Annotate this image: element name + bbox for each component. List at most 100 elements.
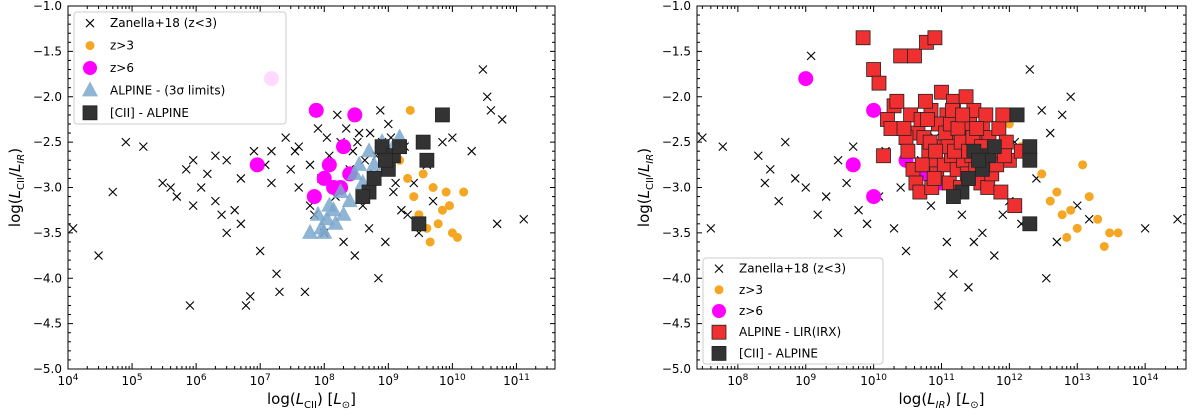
data-point xyxy=(955,107,971,123)
legend-marker xyxy=(714,264,724,273)
data-point xyxy=(998,210,1008,220)
marker-stroke xyxy=(267,178,276,188)
legend-box xyxy=(73,11,287,125)
data-point xyxy=(1084,214,1094,224)
marker-stroke xyxy=(964,282,973,292)
legend-label: [CII] - ALPINE xyxy=(110,106,189,120)
x-tick-label: 1012 xyxy=(996,373,1023,388)
legend-label: Zanella+18 (z<3) xyxy=(110,16,217,30)
data-point xyxy=(928,143,944,159)
data-point xyxy=(332,110,342,120)
data-point xyxy=(294,183,304,192)
marker-stroke xyxy=(380,237,390,247)
data-point xyxy=(871,75,887,91)
marker-stroke xyxy=(926,201,936,211)
data-point xyxy=(1066,92,1076,102)
data-point xyxy=(341,192,358,208)
marker-stroke xyxy=(1066,92,1076,102)
legend-marker xyxy=(82,105,98,121)
data-point xyxy=(866,62,882,77)
legend-label: z>3 xyxy=(739,283,763,297)
data-point xyxy=(373,273,383,283)
marker-stroke xyxy=(68,223,78,233)
y-tick-label: −1.5 xyxy=(33,44,62,58)
x-tick-label: 108 xyxy=(727,373,748,388)
x-tick-label: 109 xyxy=(795,373,816,388)
marker-stroke xyxy=(821,192,831,201)
data-point xyxy=(883,121,899,136)
marker-stroke xyxy=(780,137,790,147)
data-point xyxy=(377,152,393,168)
legend-marker xyxy=(712,304,726,318)
data-point xyxy=(1009,107,1025,123)
data-point xyxy=(211,151,220,161)
data-point xyxy=(855,30,871,46)
data-point xyxy=(255,246,265,256)
marker-stroke xyxy=(211,196,220,206)
right-panel: −1.0 −1.5 −2.0 −2.5 −3.0 −3.5 −4.0 −4.5 −5.0 108 1… xyxy=(635,0,1187,411)
data-point xyxy=(1007,198,1023,214)
marker-stroke xyxy=(718,142,728,152)
data-point xyxy=(813,210,823,220)
marker-stroke xyxy=(1084,214,1094,224)
data-point xyxy=(241,301,251,310)
marker-stroke xyxy=(294,183,304,192)
data-point xyxy=(821,192,831,201)
data-point xyxy=(121,137,131,147)
data-point xyxy=(275,287,284,297)
data-point xyxy=(419,152,435,168)
data-point xyxy=(437,205,447,215)
marker-stroke xyxy=(396,205,406,215)
data-point xyxy=(862,219,872,229)
data-point xyxy=(327,214,344,230)
data-point xyxy=(286,164,296,174)
marker-stroke xyxy=(236,219,246,229)
y-tick-label: −5.0 xyxy=(662,362,691,376)
marker-stroke xyxy=(230,205,240,215)
data-point xyxy=(306,189,322,205)
data-point xyxy=(313,124,323,133)
marker-stroke xyxy=(806,51,816,61)
legend-label: [CII] - ALPINE xyxy=(739,346,818,360)
marker-stroke xyxy=(998,210,1008,220)
data-point xyxy=(1066,205,1076,215)
data-point xyxy=(1062,232,1072,242)
data-point xyxy=(364,223,374,233)
data-point xyxy=(842,178,851,188)
marker-stroke xyxy=(492,219,502,229)
data-point xyxy=(409,192,419,202)
data-point xyxy=(316,170,332,186)
marker-stroke xyxy=(255,246,265,256)
x-tick-label: 1010 xyxy=(860,373,887,388)
y-tick-label: −2.0 xyxy=(33,90,62,104)
data-point xyxy=(305,160,315,170)
data-point xyxy=(290,146,300,156)
data-point xyxy=(217,210,227,220)
data-point xyxy=(889,93,905,109)
marker-stroke xyxy=(467,146,477,156)
data-point xyxy=(946,189,961,204)
data-point xyxy=(478,65,488,74)
data-point xyxy=(697,133,707,142)
marker-stroke xyxy=(188,201,198,211)
data-point xyxy=(188,155,198,165)
series--cii-alpine xyxy=(946,107,1038,232)
marker-stroke xyxy=(697,133,707,142)
y-tick-label: −3.0 xyxy=(33,181,62,195)
marker-stroke xyxy=(934,301,943,310)
data-point xyxy=(435,107,450,123)
marker-stroke xyxy=(196,183,206,192)
marker-stroke xyxy=(1140,223,1150,233)
marker-stroke xyxy=(937,292,946,301)
data-point xyxy=(425,237,435,247)
marker-stroke xyxy=(896,183,906,192)
marker-stroke xyxy=(305,160,315,170)
data-point xyxy=(300,287,310,297)
data-point xyxy=(993,184,1009,200)
data-point xyxy=(308,102,324,118)
legend-marker xyxy=(711,345,727,361)
marker-stroke xyxy=(373,273,383,283)
data-point xyxy=(986,139,1002,155)
data-point xyxy=(486,105,496,115)
